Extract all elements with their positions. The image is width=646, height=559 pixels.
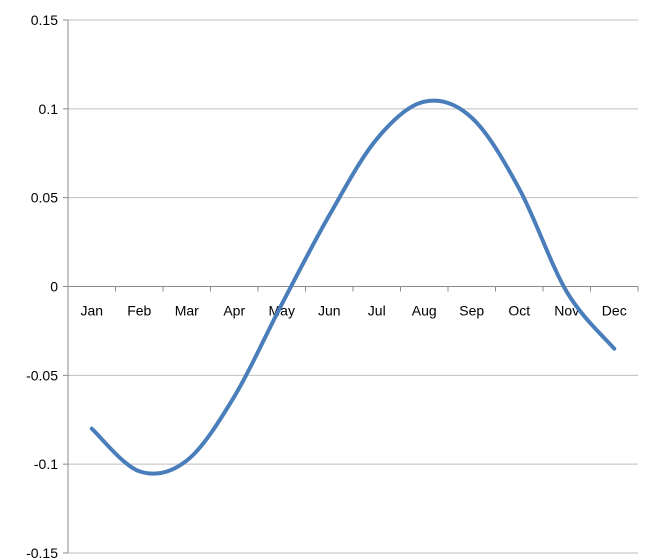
series-line (89, 98, 617, 476)
x-tick-label: Aug (412, 303, 437, 319)
y-tick-label: -0.05 (26, 367, 58, 383)
axes (63, 19, 639, 554)
x-tick-label: Oct (508, 303, 530, 319)
x-tick-label: Mar (175, 303, 199, 319)
x-tick-label: Jun (318, 303, 341, 319)
y-tick-label: 0 (50, 279, 58, 295)
y-tick-label: 0.1 (39, 101, 59, 117)
x-tick-label: Feb (127, 303, 151, 319)
x-tick-label: Apr (223, 303, 245, 319)
gridlines (68, 19, 638, 554)
y-axis-tick-labels: 0.15 0.1 0.05 0 -0.05 -0.1 -0.15 (26, 12, 58, 559)
x-tick-label: Jan (80, 303, 103, 319)
x-tick-label: Dec (602, 303, 627, 319)
x-axis-category-labels: Jan Feb Mar Apr May Jun Jul Aug Sep Oct Nov Dec (80, 303, 626, 319)
y-tick-label: -0.1 (34, 456, 58, 472)
y-tick-label: 0.15 (31, 12, 58, 28)
y-tick-label: -0.15 (26, 545, 58, 559)
series-layer (89, 98, 617, 476)
y-tick-label: 0.05 (31, 190, 58, 206)
x-tick-label: Nov (554, 303, 579, 319)
x-tick-label: Jul (368, 303, 386, 319)
x-tick-label: Sep (459, 303, 484, 319)
